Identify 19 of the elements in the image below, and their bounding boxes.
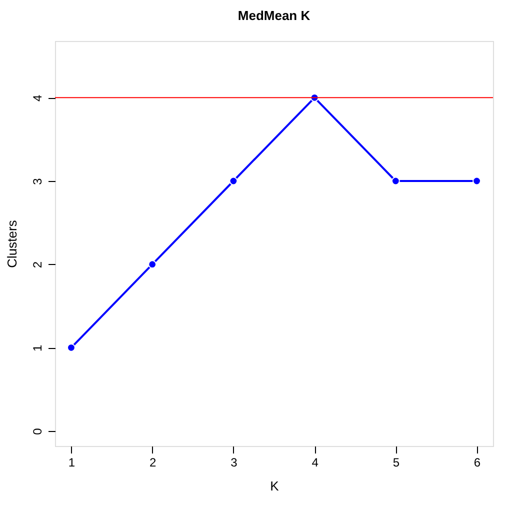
x-tick-label: 4 — [312, 456, 319, 470]
point — [148, 260, 157, 269]
point — [391, 176, 400, 186]
y-tick-label: 3 — [30, 178, 44, 185]
point — [472, 176, 481, 186]
point — [67, 343, 76, 352]
y-tick-label: 2 — [30, 261, 44, 268]
x-tick-label: 1 — [68, 456, 76, 470]
x-tick-label: 6 — [474, 456, 481, 470]
chart-title: MedMean K — [238, 8, 311, 23]
y-tick-label: 0 — [30, 428, 44, 435]
x-tick-label: 3 — [230, 456, 238, 470]
x-tick-label: 5 — [392, 456, 400, 470]
y-axis-title: Clusters — [4, 220, 20, 268]
y-tick-label: 1 — [30, 344, 44, 352]
y-tick-label: 4 — [30, 94, 44, 102]
point — [229, 176, 238, 186]
x-axis-title: K — [270, 478, 280, 494]
x-tick-label: 2 — [149, 456, 156, 470]
